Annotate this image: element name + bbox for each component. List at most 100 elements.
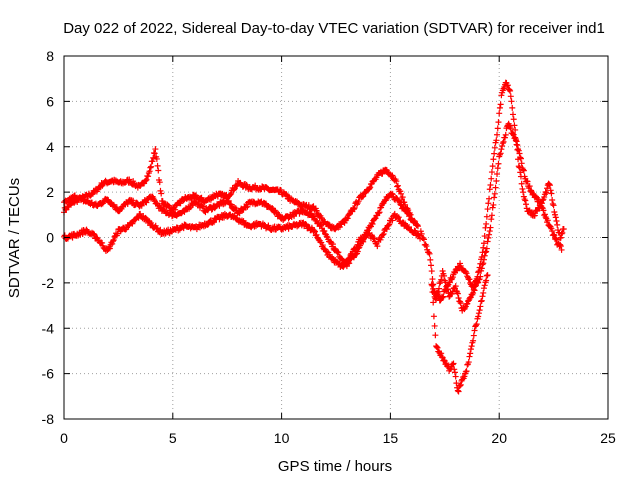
y-tick-label: 0 <box>46 230 54 246</box>
data-point <box>457 298 464 305</box>
chart-title: Day 022 of 2022, Sidereal Day-to-day VTE… <box>63 20 605 37</box>
data-point <box>498 146 505 153</box>
x-tick-label: 15 <box>383 430 399 446</box>
data-point <box>506 86 513 93</box>
data-point <box>557 241 564 248</box>
data-point <box>366 185 373 192</box>
x-tick-label: 0 <box>60 430 68 446</box>
data-point <box>521 196 528 203</box>
data-point <box>484 238 491 245</box>
data-point <box>457 300 464 307</box>
data-point <box>549 196 556 203</box>
data-point <box>321 228 328 235</box>
data-point <box>466 276 473 283</box>
data-point <box>478 265 485 272</box>
data-point <box>509 131 516 138</box>
x-tick-label: 20 <box>491 430 507 446</box>
data-point <box>429 289 436 296</box>
data-point <box>146 168 153 175</box>
data-point <box>452 373 459 380</box>
data-point <box>480 244 487 251</box>
data-point <box>496 110 503 117</box>
data-point <box>549 200 556 207</box>
data-point <box>414 223 421 230</box>
data-point <box>512 134 519 141</box>
data-point <box>463 270 470 277</box>
data-point <box>355 198 362 205</box>
data-point <box>389 217 396 224</box>
data-point <box>283 191 290 198</box>
data-point <box>480 289 487 296</box>
data-point <box>486 231 493 238</box>
data-point <box>114 230 121 237</box>
data-point <box>427 256 434 263</box>
data-point <box>493 137 500 144</box>
data-point <box>150 154 157 161</box>
data-point <box>142 177 149 184</box>
data-point <box>349 252 356 259</box>
data-point <box>457 382 464 389</box>
data-point <box>482 224 489 231</box>
data-point <box>156 179 163 186</box>
data-point <box>494 165 501 172</box>
data-point <box>551 232 558 239</box>
y-tick-label: -6 <box>42 366 55 382</box>
data-point <box>311 227 318 234</box>
data-point <box>483 213 490 220</box>
data-point <box>508 98 515 105</box>
data-point <box>491 194 498 201</box>
data-point <box>552 211 559 218</box>
data-point <box>519 185 526 192</box>
data-point <box>455 294 462 301</box>
data-point <box>546 182 553 189</box>
data-point <box>449 361 456 368</box>
data-point <box>415 232 422 239</box>
data-point <box>451 366 458 373</box>
data-point <box>432 332 439 339</box>
data-point <box>515 147 522 154</box>
data-point <box>531 212 538 219</box>
data-point <box>487 224 494 231</box>
data-point <box>520 166 527 173</box>
data-point <box>499 140 506 147</box>
data-point <box>542 188 549 195</box>
data-point <box>200 203 207 210</box>
data-point <box>487 181 494 188</box>
data-point <box>383 226 390 233</box>
data-point <box>449 274 456 281</box>
data-point <box>492 184 499 191</box>
data-point <box>514 142 521 149</box>
data-point <box>367 184 374 191</box>
data-point <box>468 343 475 350</box>
data-point <box>106 245 113 252</box>
data-point <box>423 243 430 250</box>
data-point <box>433 296 440 303</box>
data-point <box>518 160 525 167</box>
data-point <box>463 368 470 375</box>
data-point <box>374 243 381 250</box>
data-point <box>475 310 482 317</box>
data-point <box>394 182 401 189</box>
data-point <box>405 224 412 231</box>
data-point <box>535 196 542 203</box>
data-point <box>340 263 347 270</box>
data-point <box>552 235 559 242</box>
data-point <box>398 202 405 209</box>
series-track-f <box>428 272 491 395</box>
data-point <box>335 249 342 256</box>
data-point <box>478 298 485 305</box>
data-point <box>380 230 387 237</box>
data-point <box>502 131 509 138</box>
data-point <box>471 327 478 334</box>
data-point <box>540 207 547 214</box>
data-point <box>444 286 451 293</box>
data-point <box>376 209 383 216</box>
data-point <box>548 190 555 197</box>
data-point <box>495 160 502 167</box>
data-point <box>351 204 358 211</box>
data-point <box>559 229 566 236</box>
data-point <box>429 282 436 289</box>
y-axis-ticks: -8 -6 -4 -2 0 2 4 6 8 <box>42 48 608 427</box>
data-point <box>491 150 498 157</box>
